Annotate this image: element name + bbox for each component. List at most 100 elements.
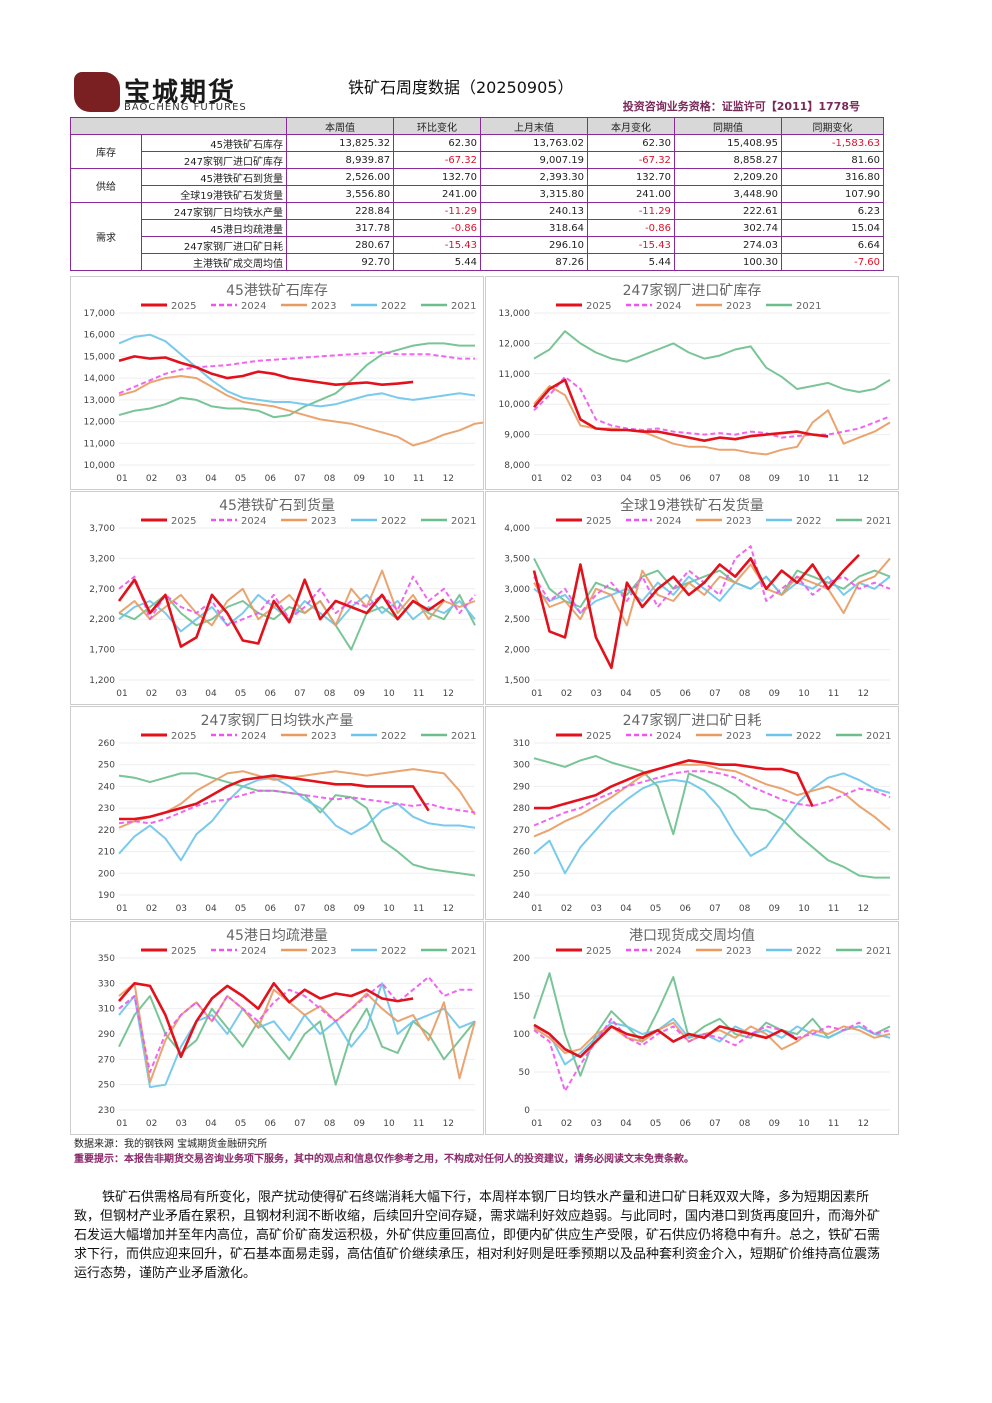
- series-line-2021: [533, 330, 891, 393]
- x-tick-label: 01: [531, 689, 542, 699]
- y-tick-label: 3,000: [504, 585, 530, 595]
- x-tick-label: 01: [531, 904, 542, 914]
- series-line-2023: [533, 763, 891, 838]
- chart-panel: 247家钢厂进口矿库存 2025 2024 2023 2021 8,000 9,000 10,…: [485, 276, 899, 490]
- x-tick-label: 01: [116, 474, 127, 484]
- row-label: 主港铁矿成交周均值: [141, 253, 287, 271]
- x-tick-label: 02: [146, 474, 157, 484]
- table-cell: 107.90: [781, 185, 884, 203]
- y-tick-label: 3,500: [504, 554, 530, 564]
- legend-label: 2022: [796, 946, 821, 957]
- chart-title: 45港铁矿石到货量: [219, 497, 335, 514]
- legend-label: 2024: [241, 516, 266, 527]
- series-line-2025: [532, 553, 860, 670]
- table-row: 需求 247家钢厂日均铁水产量 228.84 -11.29 240.13 -11.29 22…: [70, 202, 884, 271]
- series-line-2024: [533, 545, 891, 615]
- y-tick-label: 12,000: [84, 418, 116, 428]
- series-line-2025: [533, 1023, 798, 1059]
- x-tick-label: 08: [324, 474, 336, 484]
- x-tick-label: 05: [650, 1119, 661, 1129]
- table-cell: 132.70: [393, 168, 481, 186]
- x-tick-label: 03: [176, 474, 187, 484]
- table-cell: -67.32: [393, 151, 481, 169]
- x-tick-label: 06: [680, 1119, 692, 1129]
- series-line-2025: [119, 774, 430, 821]
- legend-label: 2025: [586, 946, 611, 957]
- x-tick-label: 05: [235, 1119, 246, 1129]
- chart-legend: 2025 2024 2023 2022 2021: [141, 516, 476, 527]
- chart-svg: 45港铁矿石库存 2025 2024 2023 2022 2021 10,000 11,000…: [84, 283, 483, 484]
- x-tick-label: 03: [591, 689, 602, 699]
- category-cell: 需求: [70, 202, 142, 271]
- brand-logo: 宝城期货 BAOCHENG FUTURES: [74, 72, 289, 114]
- y-tick-label: 3,200: [89, 554, 115, 564]
- x-tick-label: 02: [146, 904, 157, 914]
- y-tick-label: 240: [513, 891, 530, 901]
- table-cell: -7.60: [781, 253, 884, 271]
- table-cell: 3,448.90: [673, 185, 783, 203]
- table-cell: 274.03: [673, 236, 783, 254]
- x-tick-label: 04: [620, 1119, 632, 1129]
- x-tick-label: 10: [383, 474, 395, 484]
- chart-legend: 2025 2024 2023 2022 2021: [141, 301, 476, 312]
- table-cell: 9,007.19: [479, 151, 589, 169]
- x-tick-label: 09: [354, 904, 366, 914]
- y-tick-label: 290: [98, 1030, 115, 1040]
- table-cell: -1,583.63: [781, 134, 884, 152]
- y-tick-label: 200: [513, 954, 530, 964]
- y-tick-label: 190: [98, 891, 115, 901]
- legend-label: 2021: [796, 301, 821, 312]
- x-tick-label: 08: [739, 474, 751, 484]
- x-tick-label: 09: [354, 1119, 366, 1129]
- legend-label: 2025: [586, 516, 611, 527]
- chart-legend: 2025 2024 2023 2022 2021: [556, 946, 891, 957]
- x-tick-label: 11: [828, 474, 839, 484]
- series-line-2025: [117, 578, 445, 648]
- table-cell: 5.44: [587, 253, 675, 271]
- x-tick-label: 11: [413, 904, 424, 914]
- table-cell: 302.74: [673, 219, 783, 237]
- y-tick-label: 10,000: [499, 400, 531, 410]
- table-cell: 62.30: [587, 134, 675, 152]
- x-tick-label: 02: [561, 904, 572, 914]
- legend-label: 2022: [796, 731, 821, 742]
- x-tick-label: 08: [324, 689, 336, 699]
- table-cell: -11.29: [587, 202, 675, 220]
- y-tick-label: 13,000: [499, 309, 531, 319]
- y-tick-label: 230: [98, 1106, 115, 1116]
- chart-svg: 247家钢厂进口矿库存 2025 2024 2023 2021 8,000 9,000 10,…: [499, 282, 891, 484]
- y-tick-label: 8,000: [504, 461, 530, 471]
- x-tick-label: 01: [531, 474, 542, 484]
- legend-label: 2022: [381, 731, 406, 742]
- x-tick-label: 08: [324, 1119, 336, 1129]
- y-tick-label: 12,000: [499, 339, 531, 349]
- table-cell: 296.10: [479, 236, 589, 254]
- table-cell: -0.86: [393, 219, 481, 237]
- y-tick-label: 200: [98, 869, 115, 879]
- table-cell: 3,556.80: [285, 185, 395, 203]
- series-line-2022: [533, 1017, 891, 1066]
- x-tick-label: 11: [413, 474, 424, 484]
- legend-label: 2025: [586, 731, 611, 742]
- x-tick-label: 04: [205, 904, 217, 914]
- series-line-2025: [533, 378, 829, 442]
- x-tick-label: 09: [354, 689, 366, 699]
- table-row: 247家钢厂进口矿日耗 280.67 -15.43 296.10 -15.43 274.0…: [71, 236, 884, 254]
- x-tick-label: 12: [443, 474, 454, 484]
- chart-title: 45港日均疏港量: [226, 928, 328, 944]
- y-tick-label: 250: [98, 1081, 115, 1091]
- x-tick-label: 01: [116, 1119, 127, 1129]
- x-tick-label: 04: [205, 474, 217, 484]
- y-tick-label: 240: [98, 782, 115, 792]
- chart-title: 247家钢厂进口矿库存: [623, 282, 762, 299]
- row-label: 247家钢厂进口矿库存: [141, 151, 287, 169]
- x-tick-label: 01: [116, 689, 127, 699]
- y-tick-label: 17,000: [84, 309, 116, 319]
- chart-title: 全球19港铁矿石发货量: [620, 497, 764, 514]
- analysis-paragraph: 铁矿石供需格局有所变化，限产扰动使得矿石终端消耗大幅下行，本周样本钢厂日均铁水产…: [74, 1190, 881, 1281]
- chart-panel: 45港铁矿石库存 2025 2024 2023 2022 2021 10,000 11,000…: [70, 276, 484, 490]
- table-cell: 241.00: [587, 185, 675, 203]
- x-tick-label: 06: [680, 474, 692, 484]
- table-row: 供给 45港铁矿石到货量 2,526.00 132.70 2,393.30 132.70 2…: [70, 168, 884, 203]
- table-cell: 2,393.30: [479, 168, 589, 186]
